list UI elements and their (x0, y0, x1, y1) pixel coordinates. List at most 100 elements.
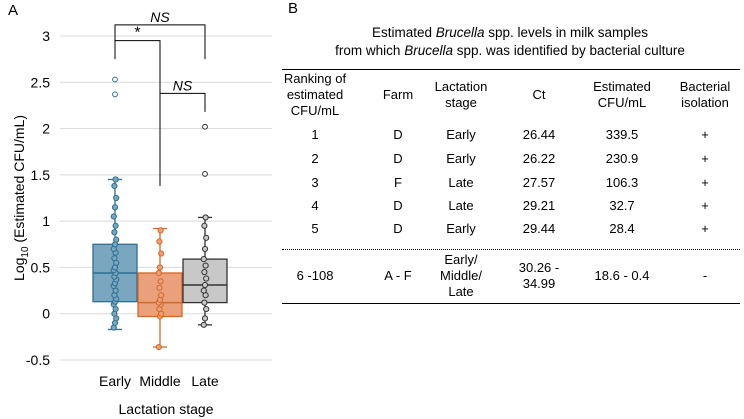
data-point (203, 275, 210, 282)
table-cell-iso: + (701, 198, 709, 213)
data-point (158, 292, 165, 299)
y-tick-label: -0.5 (26, 352, 50, 368)
table-cell-cfu: 32.7 (609, 198, 635, 213)
y-tick-label: 2.5 (31, 74, 51, 90)
table-cell-cfu: 28.4 (609, 221, 635, 236)
data-point (201, 299, 208, 306)
y-tick-label: 1.5 (31, 167, 51, 183)
significance-label: NS (150, 9, 170, 25)
y-tick-label: 0 (42, 306, 50, 322)
significance-bracket (159, 92, 206, 186)
data-point (202, 214, 209, 221)
x-tick-label: Early (99, 373, 131, 389)
data-point (200, 287, 207, 294)
table-cell-stage: Late (448, 198, 474, 213)
panel-label-b: B (288, 0, 299, 17)
table-cell-rank: 6 -108 (296, 268, 334, 283)
outlier-point (112, 76, 118, 83)
box-early (92, 76, 138, 331)
table-cell-ct: 29.44 (522, 221, 556, 236)
data-point (201, 222, 208, 229)
table-cell-stage: Early (446, 221, 476, 236)
data-point (201, 268, 208, 276)
table-cell-farm: D (393, 127, 403, 142)
data-point (155, 269, 162, 277)
table-title-line2: from which Brucella spp. was identified … (335, 43, 685, 58)
data-point (113, 194, 120, 202)
table-cell-rank: 3 (311, 175, 319, 190)
column-header-farm: Farm (382, 87, 414, 102)
data-point (110, 213, 117, 220)
data-point (157, 278, 164, 285)
table-bottom-rule (282, 303, 740, 304)
data-point (157, 227, 164, 234)
data-point (203, 305, 210, 313)
table-cell-farm: D (393, 151, 403, 166)
table-top-rule (282, 69, 740, 70)
data-point (155, 343, 162, 351)
box-late (182, 123, 228, 328)
table-cell-ct: 29.21 (522, 198, 556, 213)
data-point (113, 236, 120, 243)
table-cell-rank: 5 (311, 221, 319, 236)
table-cell-iso: + (701, 151, 709, 166)
table-dotted-rule (282, 249, 740, 250)
y-tick-label: 1 (42, 213, 50, 229)
table-cell-stage: Early (446, 151, 476, 166)
table-cell-ct: 26.44 (522, 127, 556, 142)
table-cell-cfu: 106.3 (605, 175, 639, 190)
data-point (203, 234, 210, 241)
table-cell-cfu: 339.5 (605, 127, 639, 142)
data-point (111, 255, 118, 262)
column-header-rank: Ranking of estimated CFU/mL (283, 71, 347, 118)
x-tick-label: Middle (139, 373, 180, 389)
data-point (111, 204, 119, 211)
x-axis-label: Lactation stage (119, 401, 214, 417)
data-point (156, 264, 164, 271)
data-point (202, 262, 209, 269)
table-title-line1: Estimated Brucella spp. levels in milk s… (371, 25, 649, 40)
box-middle (137, 227, 183, 351)
table-cell-ct: 26.22 (522, 151, 556, 166)
data-point (201, 315, 209, 322)
column-header-cfu: Estimated CFU/mL (593, 79, 651, 110)
column-header-iso: Bacterial isolation (679, 79, 731, 110)
table-cell-ct: 27.57 (522, 175, 556, 190)
data-point (200, 255, 207, 263)
box-plot: -0.5 0 0.5 1 1.5 2 2.5 3 Log10 (Estimated CFU/mL… (11, 9, 272, 417)
column-header-ct: Ct (532, 87, 546, 102)
outlier-point (202, 123, 208, 130)
data-point (112, 176, 119, 183)
panel-label-a: A (8, 2, 19, 19)
y-tick-label: 0.5 (31, 259, 51, 275)
data-point (112, 222, 119, 229)
table-cell-stage: Early (446, 127, 476, 142)
data-point (111, 182, 118, 190)
y-tick-label: 3 (42, 28, 50, 44)
outlier-point (112, 91, 118, 98)
table-cell-iso: + (701, 175, 709, 190)
data-point (200, 321, 207, 328)
column-header-stage: Lactation stage (434, 79, 488, 110)
y-tick-label: 2 (42, 121, 50, 137)
table-cell-iso: - (702, 268, 708, 283)
table-cell-stage: Early/Middle/Late (440, 252, 482, 299)
x-tick-label: Late (191, 373, 218, 389)
table-cell-cfu: 18.6 - 0.4 (594, 268, 650, 283)
table-cell-rank: 2 (311, 151, 319, 166)
significance-label: NS (173, 77, 193, 93)
table-cell-iso: + (701, 127, 709, 142)
table-cell-farm: A - F (384, 268, 412, 283)
data-point (111, 229, 118, 236)
data-point (156, 284, 163, 291)
significance-bracket (114, 40, 161, 186)
outlier-point (202, 171, 208, 177)
y-axis-label: Log10 (Estimated CFU/mL) (11, 115, 31, 281)
table-cell-iso: + (701, 221, 709, 236)
significance-bracket (114, 24, 206, 60)
data-point (158, 250, 165, 257)
data-point (201, 245, 209, 253)
table-cell-farm: D (393, 221, 403, 236)
table-cell-cfu: 230.9 (605, 151, 639, 166)
table-cell-rank: 4 (311, 198, 319, 213)
